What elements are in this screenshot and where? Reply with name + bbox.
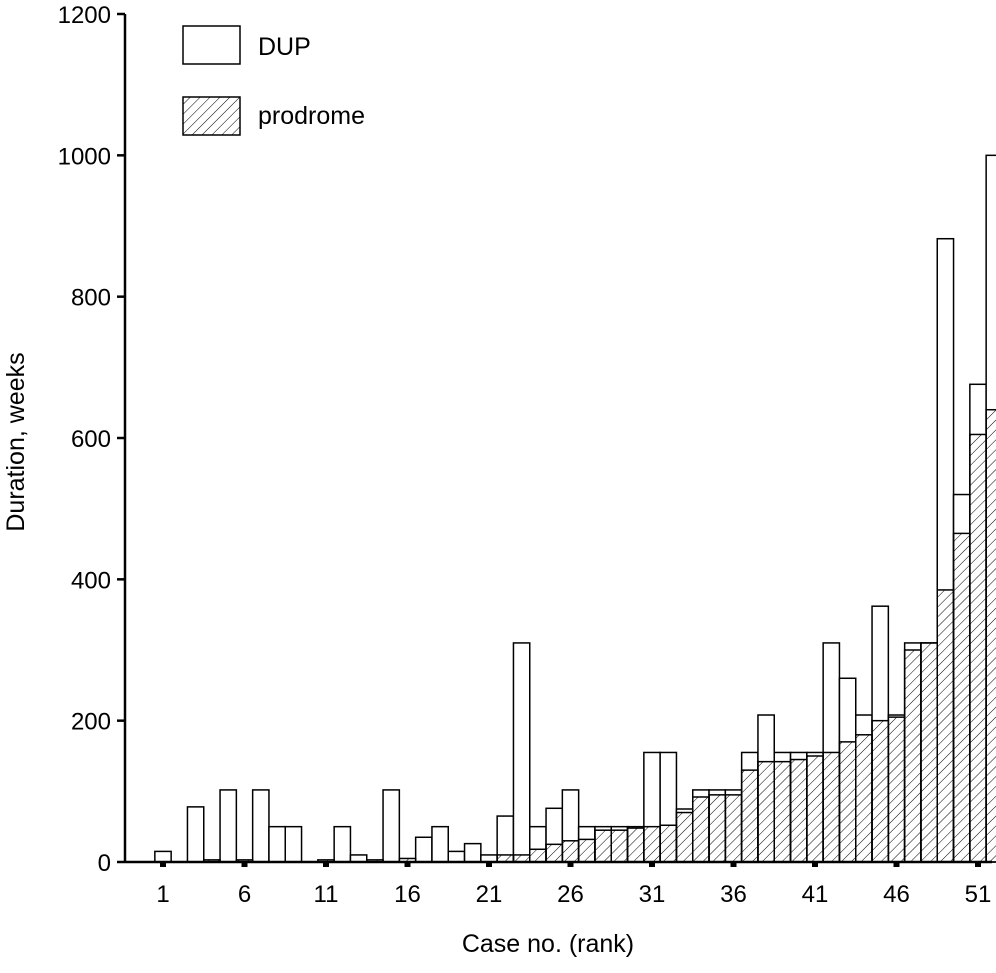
x-tick — [486, 862, 492, 867]
prodrome-bar — [708, 794, 727, 863]
x-tick-label: 1 — [156, 881, 169, 908]
x-tick — [567, 862, 574, 867]
dup-bar — [512, 642, 531, 863]
x-tick-label: 11 — [314, 881, 339, 908]
prodrome-bar — [822, 751, 841, 863]
prodrome-bar — [903, 649, 922, 863]
prodrome-bar — [724, 794, 743, 863]
prodrome-bar — [936, 589, 955, 863]
x-tick — [404, 862, 411, 867]
prodrome-bar — [838, 741, 857, 863]
prodrome-bar — [594, 829, 613, 863]
y-tick-label: 0 — [98, 850, 111, 877]
prodrome-bar — [806, 755, 824, 863]
prodrome-bar — [643, 825, 661, 863]
prodrome-bar — [577, 838, 596, 863]
dup-bar — [382, 789, 401, 863]
y-tick-label: 200 — [71, 709, 111, 736]
x-tick — [241, 862, 248, 867]
prodrome-bar — [887, 716, 906, 863]
x-tick-label: 31 — [639, 881, 666, 908]
prodrome-bar — [952, 532, 971, 863]
prodrome-bar — [659, 824, 678, 863]
x-tick-label: 6 — [238, 881, 251, 908]
x-tick — [160, 862, 166, 867]
legend-label-prodrome: prodrome — [258, 102, 365, 130]
y-axis-label: Duration, weeks — [2, 352, 30, 531]
y-tick-label: 800 — [71, 285, 111, 312]
y-tick-label: 400 — [71, 567, 111, 594]
prodrome-bar — [969, 433, 987, 863]
prodrome-bar — [545, 843, 564, 863]
prodrome-bar — [740, 769, 759, 863]
x-tick-label: 41 — [802, 881, 829, 908]
dup-bar — [284, 825, 303, 863]
x-tick-label: 51 — [965, 881, 992, 908]
x-tick — [323, 862, 329, 867]
x-tick-label: 21 — [476, 881, 503, 908]
y-tick-label: 1000 — [58, 143, 111, 170]
x-tick-label: 36 — [720, 881, 747, 908]
dup-bar — [251, 789, 270, 863]
dup-bar — [186, 806, 205, 863]
dup-bar — [447, 850, 466, 863]
prodrome-bar — [920, 642, 939, 863]
prodrome-bar — [757, 760, 776, 863]
x-axis-label: Case no. (rank) — [462, 930, 634, 958]
prodrome-bar — [985, 408, 996, 863]
legend-label-dup: DUP — [258, 33, 311, 61]
prodrome-bar — [855, 734, 873, 863]
legend: DUP prodrome — [182, 25, 365, 136]
prodrome-bar — [561, 840, 580, 863]
x-tick-label: 16 — [394, 881, 421, 908]
x-tick — [812, 862, 818, 867]
legend-swatch-dup — [182, 25, 241, 65]
dup-bar — [333, 825, 352, 863]
dup-bar — [154, 850, 172, 863]
x-tick — [975, 862, 981, 867]
dup-bar — [414, 836, 433, 863]
prodrome-bar — [789, 758, 808, 863]
x-tick-label: 26 — [557, 881, 584, 908]
prodrome-bar — [675, 811, 694, 863]
x-tick — [893, 862, 900, 867]
dup-bar — [463, 842, 482, 863]
prodrome-bar — [529, 848, 547, 863]
x-tick — [730, 862, 737, 867]
prodrome-bar — [626, 827, 645, 863]
prodrome-bar — [773, 760, 792, 863]
dup-bar — [431, 825, 450, 863]
prodrome-bar — [610, 829, 629, 863]
dup-bar — [268, 825, 287, 863]
y-tick-label: 1200 — [58, 2, 111, 29]
x-tick-label: 46 — [883, 881, 910, 908]
prodrome-bar — [871, 719, 890, 863]
prodrome-bar — [692, 796, 710, 863]
y-tick-label: 600 — [71, 426, 111, 453]
legend-swatch-prodrome — [182, 96, 241, 136]
x-tick — [649, 862, 655, 867]
dup-bar — [219, 789, 238, 863]
